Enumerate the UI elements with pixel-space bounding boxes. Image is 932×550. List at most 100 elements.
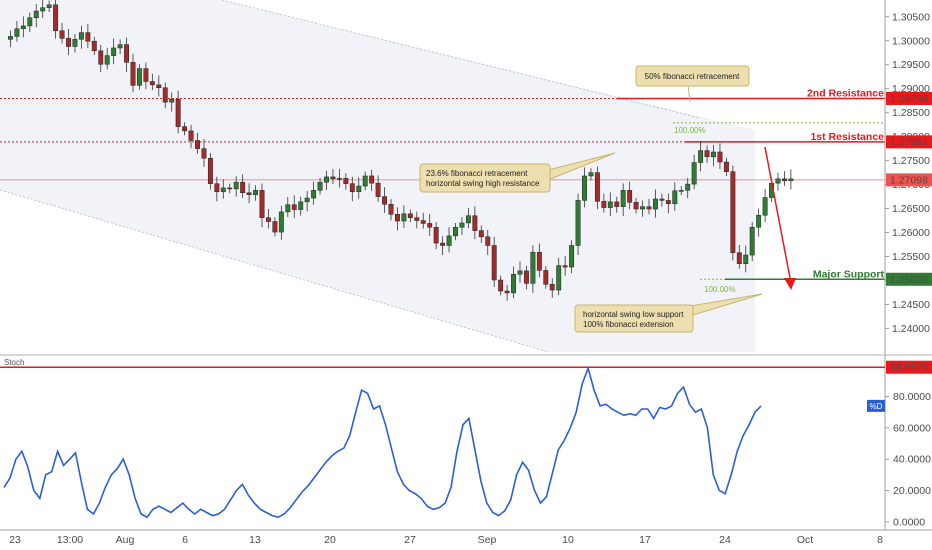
candle-up bbox=[46, 4, 52, 8]
resistance-callout bbox=[419, 163, 551, 193]
candle-down bbox=[395, 214, 400, 222]
candle-down bbox=[207, 157, 213, 184]
candle-up bbox=[137, 68, 142, 86]
time-tick-label: 13 bbox=[249, 534, 261, 546]
second-resistance-tag-value: 1.28796 bbox=[890, 93, 928, 105]
candle-down bbox=[369, 175, 375, 184]
candle-down bbox=[646, 206, 652, 210]
candle-down bbox=[723, 161, 729, 172]
candle-up bbox=[72, 39, 78, 47]
stoch-d-tag: %D bbox=[870, 402, 883, 411]
price-tick-label: 1.30000 bbox=[892, 35, 930, 47]
candle-up bbox=[311, 190, 317, 199]
candle-up bbox=[453, 227, 458, 237]
stoch-d-tag-bg bbox=[867, 399, 885, 412]
candle-up bbox=[640, 206, 645, 210]
candle-up bbox=[517, 270, 523, 275]
price-tick-label: 1.25500 bbox=[892, 251, 930, 263]
candle-up bbox=[749, 227, 755, 256]
candle-down bbox=[85, 32, 91, 42]
support-callout-line2: 100% fibonacci extension bbox=[583, 320, 674, 329]
candle-up bbox=[20, 25, 26, 30]
candle-down bbox=[240, 181, 246, 193]
major-support-tag: 1.25025 bbox=[886, 272, 932, 286]
candle-up bbox=[556, 265, 562, 291]
candle-down bbox=[627, 190, 633, 203]
first-resistance-tag-bg bbox=[886, 135, 932, 149]
candle-up bbox=[788, 178, 794, 182]
current-price-tag-value: 1.27098 bbox=[890, 174, 928, 186]
support-callout-line1: horizontal swing low support bbox=[583, 310, 684, 319]
candle-up bbox=[220, 187, 226, 193]
candle-up bbox=[14, 28, 20, 37]
candle-up bbox=[40, 7, 46, 12]
candle-down bbox=[504, 290, 510, 294]
candle-up bbox=[588, 172, 594, 177]
stoch-level-tag-value: 98.6675 bbox=[890, 362, 928, 374]
candle-down bbox=[536, 251, 542, 271]
stoch-tick-label: 0.0000 bbox=[893, 516, 925, 528]
candle-down bbox=[543, 270, 549, 285]
second-resistance-tag: 1.28796 bbox=[886, 91, 932, 105]
time-tick-label: 23 bbox=[9, 534, 21, 546]
candle-up bbox=[253, 190, 259, 195]
candle-down bbox=[549, 284, 555, 291]
time-axis: 23 13:00 Aug 6 13 20 27 Sep 10 17 24 Oct 8 bbox=[9, 534, 883, 546]
candle-down bbox=[291, 204, 297, 210]
projection-arrow-head bbox=[784, 278, 796, 290]
stoch-tick-label: 20.0000 bbox=[893, 485, 931, 497]
time-tick-label: 27 bbox=[404, 534, 416, 546]
candle-down bbox=[98, 50, 104, 65]
candle-up bbox=[762, 197, 768, 216]
candle-up bbox=[233, 181, 239, 190]
candle-down bbox=[427, 223, 433, 228]
candle-down bbox=[414, 217, 420, 221]
support-callout bbox=[574, 304, 694, 333]
time-tick-label: 8 bbox=[877, 534, 883, 546]
candle-up bbox=[278, 211, 284, 233]
candle-down bbox=[149, 81, 155, 86]
candle-down bbox=[349, 183, 355, 193]
candle-down bbox=[485, 236, 491, 246]
candle-up bbox=[575, 200, 581, 246]
candle-up bbox=[104, 55, 110, 65]
candle-up bbox=[672, 190, 678, 205]
candle-down bbox=[472, 215, 478, 231]
candle-up bbox=[298, 201, 304, 210]
candle-down bbox=[259, 190, 265, 218]
second-resistance-label: 2nd Resistance bbox=[807, 87, 884, 99]
fib-bottom-label: 100.00% bbox=[704, 285, 736, 294]
candle-down bbox=[343, 178, 349, 184]
price-tick-label: 1.27500 bbox=[892, 155, 930, 167]
candle-up bbox=[285, 204, 291, 213]
fifty-fib-callout bbox=[635, 65, 750, 87]
current-price-tag: 1.27098 bbox=[886, 173, 932, 187]
candle-up bbox=[33, 10, 39, 18]
candle-up bbox=[459, 222, 465, 228]
current-price-tag-bg bbox=[886, 173, 932, 187]
candle-down bbox=[433, 227, 439, 244]
candle-down bbox=[704, 150, 710, 158]
candle-down bbox=[717, 151, 723, 163]
candle-down bbox=[195, 140, 200, 149]
major-support-tag-bg bbox=[886, 272, 932, 286]
price-tick-label: 1.29500 bbox=[892, 59, 930, 71]
first-resistance-label: 1st Resistance bbox=[810, 131, 884, 143]
candle-down bbox=[659, 198, 665, 201]
candle-up bbox=[117, 44, 123, 49]
price-tick-label: 1.24000 bbox=[892, 323, 930, 335]
candle-down bbox=[375, 182, 381, 197]
fifty-fib-callout-text: 50% fibonacci retracement bbox=[645, 72, 740, 81]
candle-up bbox=[401, 213, 407, 222]
candle-down bbox=[156, 84, 162, 88]
candle-down bbox=[162, 87, 168, 103]
candle-down bbox=[266, 217, 271, 222]
candle-up bbox=[607, 201, 613, 208]
first-resistance-tag: 1.27891 bbox=[886, 135, 932, 149]
candle-up bbox=[111, 47, 117, 56]
stoch-level-tag-bg bbox=[886, 360, 932, 374]
resistance-callout-line2: horizontal swing high resistance bbox=[426, 179, 540, 188]
candle-down bbox=[524, 270, 529, 284]
candle-down bbox=[182, 126, 188, 132]
time-tick-label: Oct bbox=[797, 534, 813, 546]
